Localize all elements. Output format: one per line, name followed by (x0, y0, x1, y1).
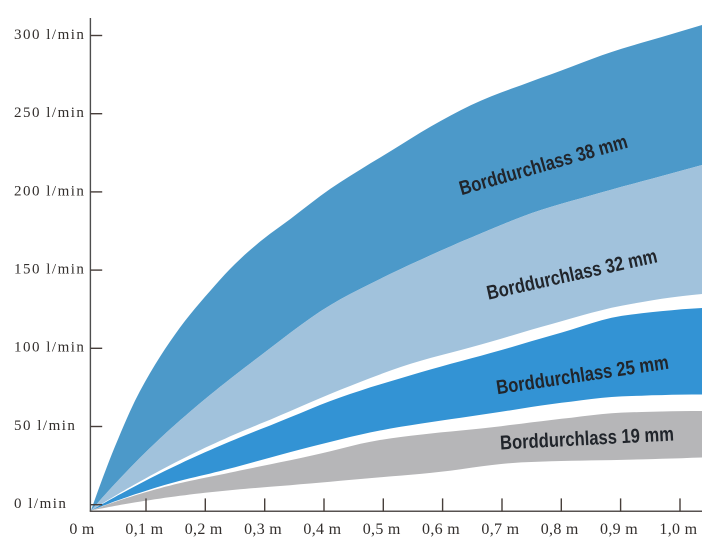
svg-text:50 l/min: 50 l/min (14, 418, 76, 434)
svg-text:0,3 m: 0,3 m (244, 521, 282, 538)
svg-text:0 m: 0 m (69, 521, 95, 538)
svg-text:0,4 m: 0,4 m (303, 521, 341, 538)
svg-text:250 l/min: 250 l/min (14, 105, 85, 121)
svg-text:150 l/min: 150 l/min (14, 262, 85, 278)
svg-text:1,0 m: 1,0 m (659, 521, 697, 538)
svg-text:0,7 m: 0,7 m (481, 521, 519, 538)
svg-text:0,2 m: 0,2 m (185, 521, 223, 538)
svg-text:0,1 m: 0,1 m (125, 521, 163, 538)
svg-text:0,6 m: 0,6 m (422, 521, 460, 538)
svg-text:0,5 m: 0,5 m (363, 521, 401, 538)
svg-text:100 l/min: 100 l/min (14, 340, 85, 356)
svg-text:0,8 m: 0,8 m (541, 521, 579, 538)
svg-text:300 l/min: 300 l/min (14, 27, 85, 43)
svg-text:0 l/min: 0 l/min (14, 496, 67, 512)
svg-text:200 l/min: 200 l/min (14, 183, 85, 199)
svg-text:0,9 m: 0,9 m (600, 521, 638, 538)
